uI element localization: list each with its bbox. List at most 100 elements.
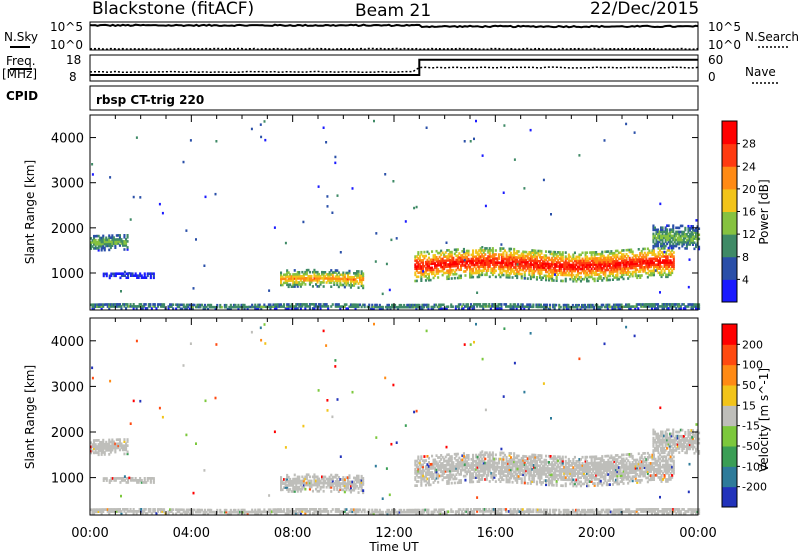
echo-cell bbox=[93, 307, 96, 311]
echo-cell bbox=[561, 461, 564, 465]
echo-cell bbox=[345, 271, 348, 275]
echo-cell bbox=[478, 271, 481, 275]
echo-cell bbox=[280, 482, 283, 485]
echo-cell bbox=[353, 484, 356, 488]
echo-cell bbox=[469, 259, 472, 263]
echo-cell bbox=[134, 477, 137, 480]
echo-cell bbox=[345, 279, 348, 283]
echo-cell bbox=[622, 253, 625, 256]
echo-cell bbox=[360, 270, 363, 273]
echo-cell bbox=[668, 259, 671, 262]
echo-cell bbox=[485, 273, 488, 277]
echo-cell bbox=[516, 256, 519, 259]
echo-cell bbox=[592, 463, 595, 467]
echo-cell bbox=[413, 206, 416, 210]
echo-cell bbox=[447, 478, 450, 481]
echo-cell bbox=[541, 466, 544, 470]
echo-cell bbox=[669, 230, 672, 234]
echo-cell bbox=[558, 469, 561, 473]
echo-cell bbox=[557, 261, 560, 264]
echo-cell bbox=[645, 255, 648, 259]
echo-cell bbox=[420, 271, 423, 274]
echo-cell bbox=[446, 463, 449, 467]
echo-cell bbox=[459, 268, 462, 271]
echo-cell bbox=[287, 307, 290, 310]
echo-cell bbox=[646, 247, 649, 251]
echo-cell bbox=[666, 265, 669, 268]
echo-cell bbox=[551, 475, 554, 479]
echo-cell bbox=[299, 489, 302, 493]
echo-cell bbox=[541, 305, 544, 309]
echo-cell bbox=[140, 276, 143, 279]
echo-cell bbox=[678, 242, 681, 246]
echo-cell bbox=[566, 466, 569, 469]
echo-cell bbox=[331, 303, 334, 306]
echo-cell bbox=[455, 272, 458, 276]
echo-cell bbox=[525, 250, 528, 254]
echo-cell bbox=[610, 456, 613, 460]
echo-cell bbox=[554, 457, 557, 460]
echo-cell bbox=[529, 255, 532, 258]
echo-cell bbox=[590, 271, 593, 275]
echo-cell bbox=[420, 471, 423, 475]
echo-cell bbox=[484, 249, 487, 252]
echo-cell bbox=[590, 305, 593, 309]
echo-cell bbox=[445, 307, 448, 311]
echo-cell bbox=[437, 262, 440, 265]
echo-cell bbox=[435, 476, 438, 480]
echo-cell bbox=[613, 253, 616, 257]
echo-cell bbox=[613, 268, 616, 271]
echo-cell bbox=[348, 277, 351, 281]
echo-cell bbox=[586, 257, 589, 261]
echo-cell bbox=[140, 274, 143, 277]
echo-cell bbox=[499, 472, 502, 475]
echo-cell bbox=[94, 245, 97, 248]
echo-cell bbox=[456, 467, 459, 470]
echo-cell bbox=[435, 460, 438, 464]
echo-cell bbox=[97, 234, 100, 238]
echo-cell bbox=[446, 249, 449, 252]
echo-cell bbox=[584, 269, 587, 273]
echo-cell bbox=[453, 276, 456, 280]
echo-cell bbox=[566, 267, 569, 271]
echo-cell bbox=[566, 461, 569, 465]
echo-cell bbox=[463, 258, 466, 262]
echo-cell bbox=[330, 490, 333, 493]
echo-cell bbox=[140, 479, 143, 482]
echo-cell bbox=[558, 271, 561, 274]
echo-cell bbox=[422, 303, 425, 307]
echo-cell bbox=[540, 454, 543, 457]
echo-cell bbox=[624, 271, 627, 274]
echo-cell bbox=[510, 466, 513, 470]
echo-cell bbox=[532, 275, 535, 279]
echo-cell bbox=[595, 251, 598, 254]
echo-cell bbox=[608, 264, 611, 267]
echo-cell bbox=[97, 445, 100, 448]
echo-cell bbox=[437, 464, 440, 468]
echo-cell bbox=[516, 263, 519, 266]
echo-cell bbox=[444, 265, 447, 269]
echo-cell bbox=[310, 279, 313, 282]
echo-cell bbox=[353, 488, 356, 492]
echo-cell bbox=[561, 251, 564, 254]
echo-cell bbox=[599, 463, 602, 467]
echo-cell bbox=[652, 303, 655, 306]
echo-cell bbox=[307, 473, 310, 477]
echo-cell bbox=[657, 240, 660, 244]
echo-cell bbox=[284, 478, 287, 481]
echo-cell bbox=[491, 472, 494, 475]
echo-cell bbox=[619, 257, 622, 261]
echo-cell bbox=[456, 266, 459, 270]
echo-cell bbox=[523, 258, 526, 262]
echo-cell bbox=[337, 305, 340, 308]
echo-cell bbox=[695, 303, 698, 306]
echo-cell bbox=[619, 263, 622, 267]
echo-cell bbox=[669, 240, 672, 244]
echo-cell bbox=[120, 477, 123, 480]
echo-cell bbox=[472, 472, 475, 475]
echo-cell bbox=[579, 472, 582, 475]
echo-cell bbox=[529, 459, 532, 463]
echo-cell bbox=[666, 261, 669, 264]
echo-cell bbox=[517, 266, 520, 270]
echo-cell bbox=[563, 267, 566, 271]
